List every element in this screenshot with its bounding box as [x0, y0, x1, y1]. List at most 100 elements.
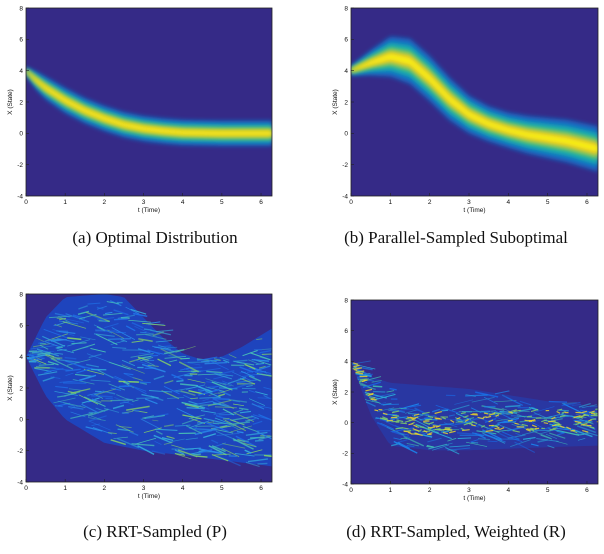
density-streak [63, 402, 86, 409]
density-streak [102, 313, 123, 316]
ridge-streak [374, 409, 379, 412]
density-streak [173, 386, 197, 392]
ridge-streak [408, 423, 414, 426]
density-streak [506, 396, 523, 406]
density-streak [125, 383, 147, 392]
ridge-streak [427, 426, 436, 429]
density-streak [380, 422, 394, 430]
y-tick-label: 2 [19, 385, 23, 392]
density-streak [394, 431, 409, 436]
x-tick-label: 6 [585, 487, 589, 494]
density-streak [115, 384, 127, 389]
density-streak [261, 353, 272, 355]
density-streak [108, 432, 117, 434]
density-streak [138, 338, 153, 343]
density-streak [139, 381, 148, 385]
density-band-4 [351, 53, 598, 153]
y-tick-label: 4 [19, 68, 23, 75]
density-streak [519, 400, 532, 406]
density-streak [54, 391, 78, 396]
ridge-streak [581, 410, 588, 414]
density-streak [448, 414, 455, 417]
density-streak [150, 354, 159, 357]
ridge-streak [548, 420, 556, 423]
ridge-streak [485, 429, 494, 432]
y-tick-label: 2 [344, 389, 348, 396]
ridge-streak [422, 411, 430, 415]
density-streak [47, 360, 59, 366]
density-streak [71, 343, 96, 352]
ridge-streak [477, 416, 484, 420]
density-streak [211, 381, 233, 391]
density-streak [123, 372, 134, 376]
density-streak [132, 399, 139, 402]
density-streak [168, 355, 181, 358]
density-streak [248, 398, 266, 406]
density-streak [258, 435, 272, 441]
density-streak [470, 439, 479, 443]
density-streak [439, 418, 463, 421]
density-streak [206, 371, 219, 374]
ridge-streak [402, 427, 409, 430]
density-streak [131, 340, 144, 343]
caption-b: (b) Parallel-Sampled Suboptimal [344, 228, 568, 247]
density-streak [143, 328, 152, 331]
density-streak [218, 389, 232, 397]
ridge-streak [382, 416, 388, 420]
panel-b: 0 1 2 3 4 5 6 -4 -2 0 2 4 6 8 t (Time) X (State) [308, 0, 604, 218]
panel-d: 0 1 2 3 4 5 6 -4 -2 0 2 4 6 8 t (Time) X (State) [308, 290, 604, 508]
density-streak [180, 390, 196, 396]
density-streak [389, 387, 397, 391]
ridge-streak [396, 419, 404, 423]
ridge-streak [460, 427, 465, 431]
density-streak [224, 419, 247, 432]
density-streak [68, 406, 84, 410]
density-streak [576, 425, 596, 434]
density-streak [53, 323, 62, 327]
x-tick-label: 5 [220, 199, 224, 206]
density-streak [549, 432, 566, 439]
density-streak [578, 402, 591, 408]
density-streak [533, 412, 547, 419]
density-streak [545, 433, 558, 440]
ridge-streak [407, 431, 413, 435]
density-streak [167, 396, 185, 399]
y-tick-label: 4 [344, 359, 348, 366]
density-streak [428, 442, 453, 450]
density-streak [214, 428, 234, 434]
density-streak [235, 435, 257, 448]
density-streak [203, 433, 216, 439]
density-streak [207, 399, 232, 407]
x-tick-label: 1 [389, 487, 393, 494]
ridge-streak [382, 412, 388, 416]
density-streak [477, 438, 490, 440]
ridge-streak [591, 412, 596, 415]
ridge-streak [554, 421, 561, 425]
density-streak [189, 420, 210, 429]
density-streak [54, 352, 64, 355]
ridge-streak [427, 415, 434, 419]
y-tick-label: 6 [344, 37, 348, 44]
density-streak [466, 441, 488, 447]
density-streak [214, 417, 229, 424]
density-streak [364, 399, 381, 404]
density-streak [540, 434, 553, 440]
density-streak [153, 375, 165, 381]
density-streak [87, 302, 101, 305]
density-streak [84, 396, 106, 407]
density-streak [70, 388, 91, 394]
density-streak [145, 413, 169, 419]
density-streak [186, 407, 205, 410]
density-streak [208, 359, 229, 371]
x-tick-label: 4 [181, 485, 185, 492]
density-streak [439, 422, 454, 426]
density-band-3 [26, 69, 272, 137]
density-streak [113, 309, 129, 316]
ridge-streak [400, 422, 407, 425]
chart-a: 0 1 2 3 4 5 6 -4 -2 0 2 4 6 8 t (Time) X (State) [7, 5, 273, 214]
density-streak [447, 437, 457, 442]
density-streak [125, 325, 136, 332]
density-streak [137, 445, 155, 455]
x-axis-label: t (Time) [138, 207, 160, 214]
density-streak [396, 408, 410, 412]
